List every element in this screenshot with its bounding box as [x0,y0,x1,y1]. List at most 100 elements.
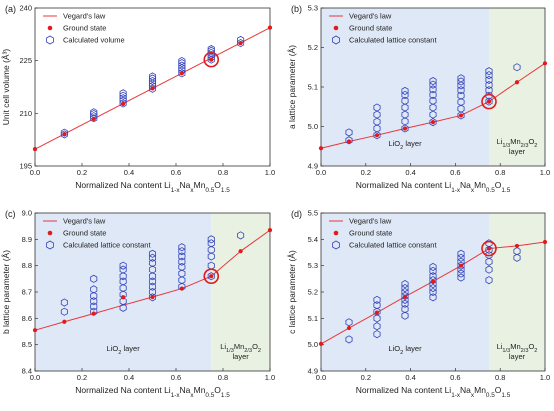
ground-state-point [32,147,38,152]
x-tick-label: 0.6 [450,168,460,177]
region-label-word: layer [509,147,526,156]
calculated-hexagon-point [513,247,521,256]
calculated-hexagon-point [207,252,215,261]
legend-label: Vegard's law [349,217,392,226]
calculated-hexagon-point [373,110,381,119]
region-label-word: layer [232,352,249,361]
calculated-hexagon-point [373,307,381,316]
calculated-hexagon-point [485,265,493,274]
x-tick-label: 0.0 [316,373,326,382]
calculated-hexagon-point [90,285,98,294]
calculated-hexagon-point [373,124,381,133]
x-axis-label: Normalized Na content Li1-xNaxMn0.5O1.5 [356,385,511,399]
calculated-hexagon-point [457,249,465,258]
legend-label: Ground state [63,229,106,238]
legend-label: Calculated lattice constant [349,241,437,250]
y-tick-label: 5.0 [308,340,318,349]
region-band [489,213,545,371]
chart-panel-1: 0.0 0.2 0.4 0.6 0.8 1.0 195 210 225 240 Normalized… [1,4,275,194]
calculated-hexagon-point [148,282,157,291]
ground-state-point [374,133,380,138]
calculated-hexagon-point [457,111,465,120]
y-axis-label: a lattice parameter (Å) [287,45,297,129]
panel-letter: (a) [5,4,16,14]
calculated-hexagon-point [485,91,493,100]
x-tick-label: 0.6 [450,373,460,382]
x-tick-label: 0.0 [30,168,40,177]
calculated-hexagon-point [429,90,437,99]
ground-state-point [150,294,155,300]
calculated-hexagon-point [345,318,353,327]
y-tick-label: 8.5 [22,340,32,349]
y-tick-label: 5.2 [308,43,318,52]
calculated-hexagon-point [345,128,353,137]
x-tick-label: 0.4 [405,168,415,177]
region-label-word: layer [509,352,526,361]
calculated-hexagon-point [401,305,409,314]
highlight-circle [203,51,220,68]
y-tick-label: 5.3 [308,261,318,270]
calculated-hexagon-point [401,110,409,119]
ground-state-point [542,61,548,66]
calculated-hexagon-point [401,96,409,105]
calculated-hexagon-point [429,262,437,272]
highlight-circle [203,268,220,285]
calculated-hexagon-point [429,118,437,127]
ground-state-point [91,311,96,316]
ground-state-point [374,310,380,315]
x-tick-label: 0.0 [316,168,326,177]
calculated-hexagon-point [148,293,157,302]
calculated-hexagon-point [119,297,127,306]
calculated-hexagon-point [373,103,381,112]
calculated-hexagon-point [513,253,521,262]
y-tick-label: 195 [19,162,32,171]
calculated-hexagon-point [485,257,493,266]
highlight-circle [481,93,497,110]
y-axis-label: b lattice parameter (Å) [1,250,11,334]
calculated-hexagon-point [90,108,98,117]
ground-state-point [346,139,352,144]
ground-state-point [150,86,155,91]
legend-label: Vegard's law [349,12,392,21]
y-tick-label: 5.1 [308,314,318,323]
legend-label: Calculated lattice constant [63,241,151,250]
region-label: LiO2 layer [107,344,141,356]
ground-state-point [179,71,184,76]
x-tick-label: 0.8 [218,373,228,382]
calculated-hexagon-point [401,280,409,289]
y-tick-label: 4.9 [308,162,318,171]
y-tick-label: 5.2 [308,288,318,297]
y-tick-label: 225 [19,56,32,65]
x-axis-label: Normalized Na content Li1-xNaxMn0.5O1.5 [75,180,230,194]
x-tick-label: 0.2 [361,373,371,382]
x-tick-label: 0.6 [171,168,181,177]
calculated-hexagon-point [90,297,98,306]
y-tick-label: 4.9 [308,367,318,376]
y-axis-label: c lattice parameter (Å) [287,250,297,334]
ground-state-point [91,116,96,122]
region-label: Li1/3Mn2/3O2 [497,342,538,354]
calculated-hexagon-point [373,330,381,339]
ground-state-point [179,286,184,291]
ground-state-point [209,57,214,62]
x-tick-label: 1.0 [265,168,275,177]
y-tick-label: 5.4 [308,235,318,244]
x-tick-label: 1.0 [265,373,275,382]
ground-state-point [542,239,548,245]
calculated-hexagon-point [60,298,68,307]
calculated-hexagon-point [373,117,381,126]
ground-state-point [430,279,436,284]
x-tick-label: 1.0 [540,373,550,382]
calculated-hexagon-point [457,104,465,113]
calculated-hexagon-point [148,249,157,258]
ground-state-point [121,101,126,106]
calculated-hexagon-point [485,245,493,254]
calculated-hexagon-point [119,272,127,281]
legend-point-swatch [47,25,53,31]
calculated-hexagon-point [373,131,381,140]
calculated-hexagon-point [429,85,437,94]
y-tick-label: 5.0 [308,122,318,131]
